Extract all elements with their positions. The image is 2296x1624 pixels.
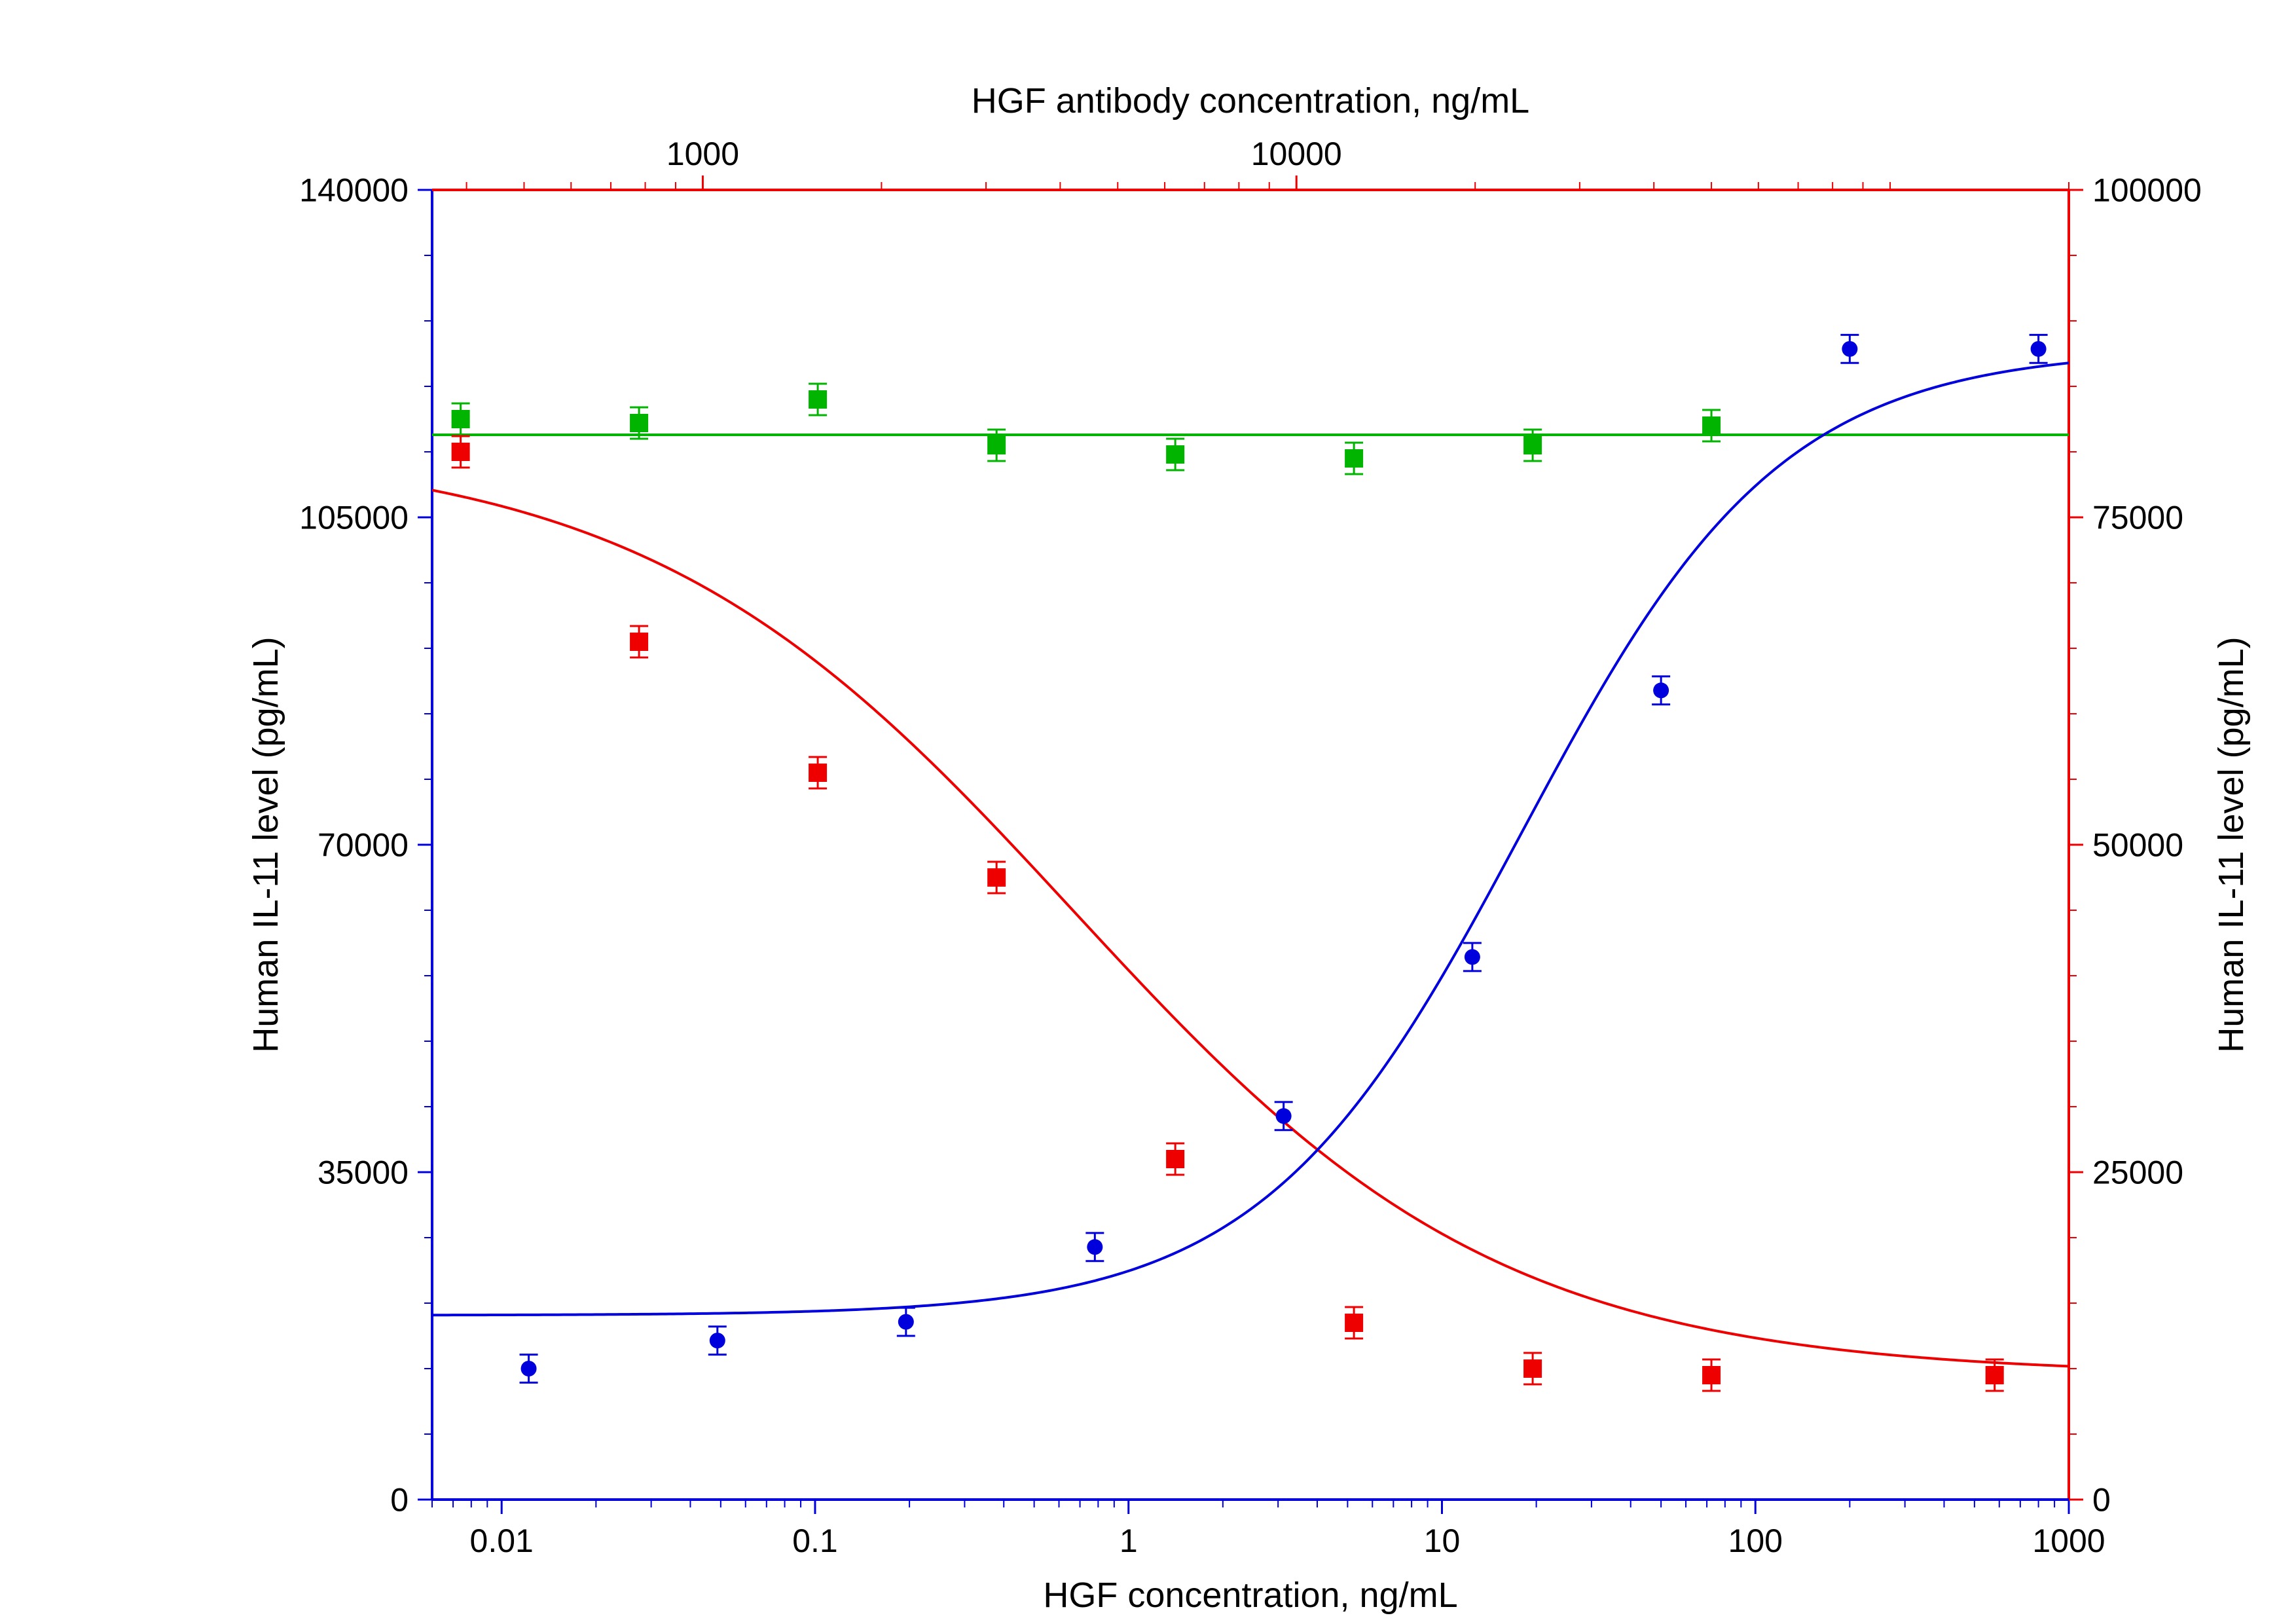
svg-text:0: 0 [390,1482,409,1519]
svg-text:35000: 35000 [318,1154,409,1191]
svg-text:105000: 105000 [299,500,409,536]
left-axis-title: Human IL-11 level (pg/mL) [246,637,285,1052]
right-axis-title: Human IL-11 level (pg/mL) [2212,637,2251,1052]
chart-container: 0.01 0.1 1 10 100 1000 HGF concentration, ng/m… [0,0,2296,1624]
svg-text:10: 10 [1424,1522,1461,1559]
svg-text:25000: 25000 [2092,1154,2183,1191]
svg-text:75000: 75000 [2092,500,2183,536]
bottom-axis-title: HGF concentration, ng/mL [1043,1576,1457,1615]
svg-text:0: 0 [2092,1482,2111,1519]
svg-text:0.01: 0.01 [470,1522,534,1559]
svg-text:140000: 140000 [299,172,409,209]
chart-svg: 0.01 0.1 1 10 100 1000 HGF concentration, ng/m… [0,0,2296,1624]
svg-text:0.1: 0.1 [792,1522,838,1559]
svg-text:100: 100 [1728,1522,1783,1559]
svg-text:1: 1 [1120,1522,1138,1559]
svg-text:70000: 70000 [318,827,409,864]
top-axis-title: HGF antibody concentration, ng/mL [972,81,1529,120]
svg-text:10000: 10000 [1251,136,1342,172]
svg-text:1000: 1000 [666,136,739,172]
svg-text:100000: 100000 [2092,172,2202,209]
svg-text:50000: 50000 [2092,827,2183,864]
svg-text:1000: 1000 [2032,1522,2105,1559]
